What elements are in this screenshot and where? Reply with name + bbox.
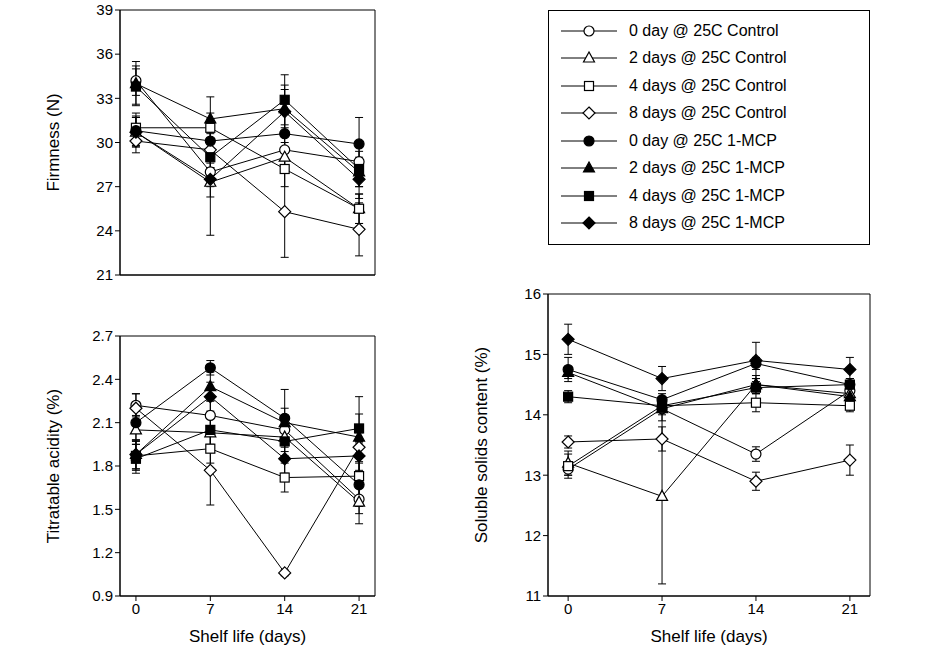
- svg-text:1.2: 1.2: [92, 544, 113, 561]
- svg-text:11: 11: [525, 587, 541, 604]
- svg-text:13: 13: [524, 467, 541, 484]
- svg-text:27: 27: [96, 178, 113, 195]
- svg-text:0.9: 0.9: [92, 587, 113, 604]
- svg-text:Firmness (N): Firmness (N): [44, 93, 63, 191]
- svg-text:39: 39: [96, 1, 113, 18]
- svg-text:15: 15: [524, 346, 541, 363]
- svg-text:Soluble solids content (%): Soluble solids content (%): [472, 347, 491, 544]
- svg-text:2.4: 2.4: [92, 371, 113, 388]
- svg-text:21: 21: [96, 266, 113, 283]
- svg-text:Shelf life (days): Shelf life (days): [189, 627, 306, 646]
- svg-text:Titratable acidity (%): Titratable acidity (%): [44, 389, 63, 543]
- html-text:8 days @ 25C 1-MCP: 8 days @ 25C 1-MCP: [629, 214, 785, 232]
- html-text:8 days @ 25C Control: 8 days @ 25C Control: [629, 104, 787, 122]
- svg-text:1.8: 1.8: [92, 457, 113, 474]
- svg-text:30: 30: [96, 134, 113, 151]
- html-text:0 day @ 25C Control: 0 day @ 25C Control: [629, 21, 779, 39]
- html-text:4 days @ 25C 1-MCP: 4 days @ 25C 1-MCP: [629, 186, 785, 204]
- html-text:4 days @ 25C Control: 4 days @ 25C Control: [629, 76, 787, 94]
- html-text:2 days @ 25C 1-MCP: 2 days @ 25C 1-MCP: [629, 159, 785, 177]
- svg-text:7: 7: [658, 600, 666, 617]
- svg-text:12: 12: [524, 527, 541, 544]
- svg-text:16: 16: [524, 285, 541, 302]
- svg-text:14: 14: [524, 406, 541, 423]
- svg-text:0: 0: [564, 600, 572, 617]
- svg-text:2.7: 2.7: [92, 327, 113, 344]
- svg-text:7: 7: [206, 600, 214, 617]
- svg-text:1.5: 1.5: [92, 501, 113, 518]
- html-text:2 days @ 25C Control: 2 days @ 25C Control: [629, 49, 787, 67]
- svg-text:14: 14: [276, 600, 293, 617]
- svg-text:Shelf life (days): Shelf life (days): [650, 627, 767, 646]
- svg-text:21: 21: [842, 600, 859, 617]
- html-text:0 day @ 25C 1-MCP: 0 day @ 25C 1-MCP: [629, 131, 777, 149]
- svg-text:36: 36: [96, 45, 113, 62]
- svg-text:24: 24: [96, 222, 113, 239]
- svg-text:2.1: 2.1: [92, 414, 113, 431]
- svg-text:21: 21: [351, 600, 368, 617]
- svg-text:14: 14: [748, 600, 765, 617]
- svg-text:33: 33: [96, 90, 113, 107]
- svg-text:0: 0: [132, 600, 140, 617]
